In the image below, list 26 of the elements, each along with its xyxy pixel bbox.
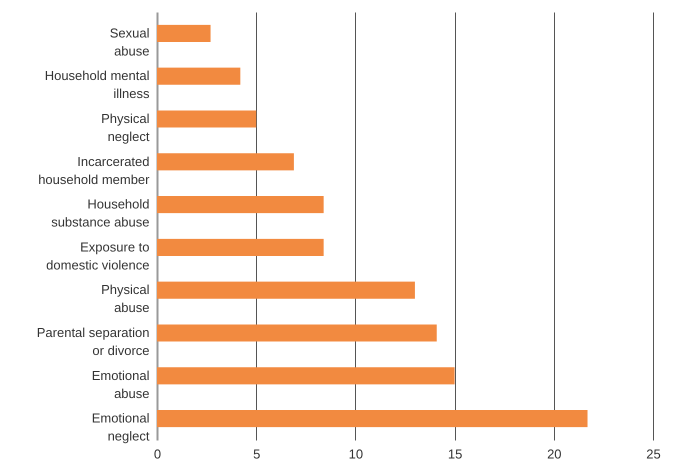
y-tick-label: Household mental illness (44, 68, 150, 102)
bar (157, 238, 324, 256)
bar (157, 110, 256, 128)
bar (157, 282, 415, 299)
y-tick-label: Incarcerated household member (38, 154, 150, 187)
y-tick-label: Emotional abuse (92, 368, 150, 401)
bar (157, 410, 588, 428)
y-tick-label: Emotional neglect (92, 410, 150, 444)
y-tick-label: Parental separation or divorce (36, 325, 150, 358)
x-tick-label: 0 (154, 446, 162, 461)
y-tick-label: Sexual abuse (110, 25, 150, 58)
bar (157, 68, 240, 85)
x-tick-label: 25 (646, 446, 661, 461)
y-tick-label: Household substance abuse (51, 196, 150, 230)
bar (157, 24, 211, 42)
bar (157, 324, 437, 342)
bar (157, 367, 455, 384)
y-tick-label: Physical neglect (101, 111, 150, 144)
x-tick-label: 20 (547, 446, 562, 461)
x-tick-label: 5 (253, 446, 260, 461)
y-tick-label: Exposure to domestic violence (46, 239, 150, 272)
bar (157, 153, 294, 170)
bar (157, 196, 324, 214)
x-tick-label: 15 (448, 446, 462, 461)
x-tick-label: 10 (348, 446, 364, 461)
y-tick-label: Physical abuse (101, 282, 150, 316)
